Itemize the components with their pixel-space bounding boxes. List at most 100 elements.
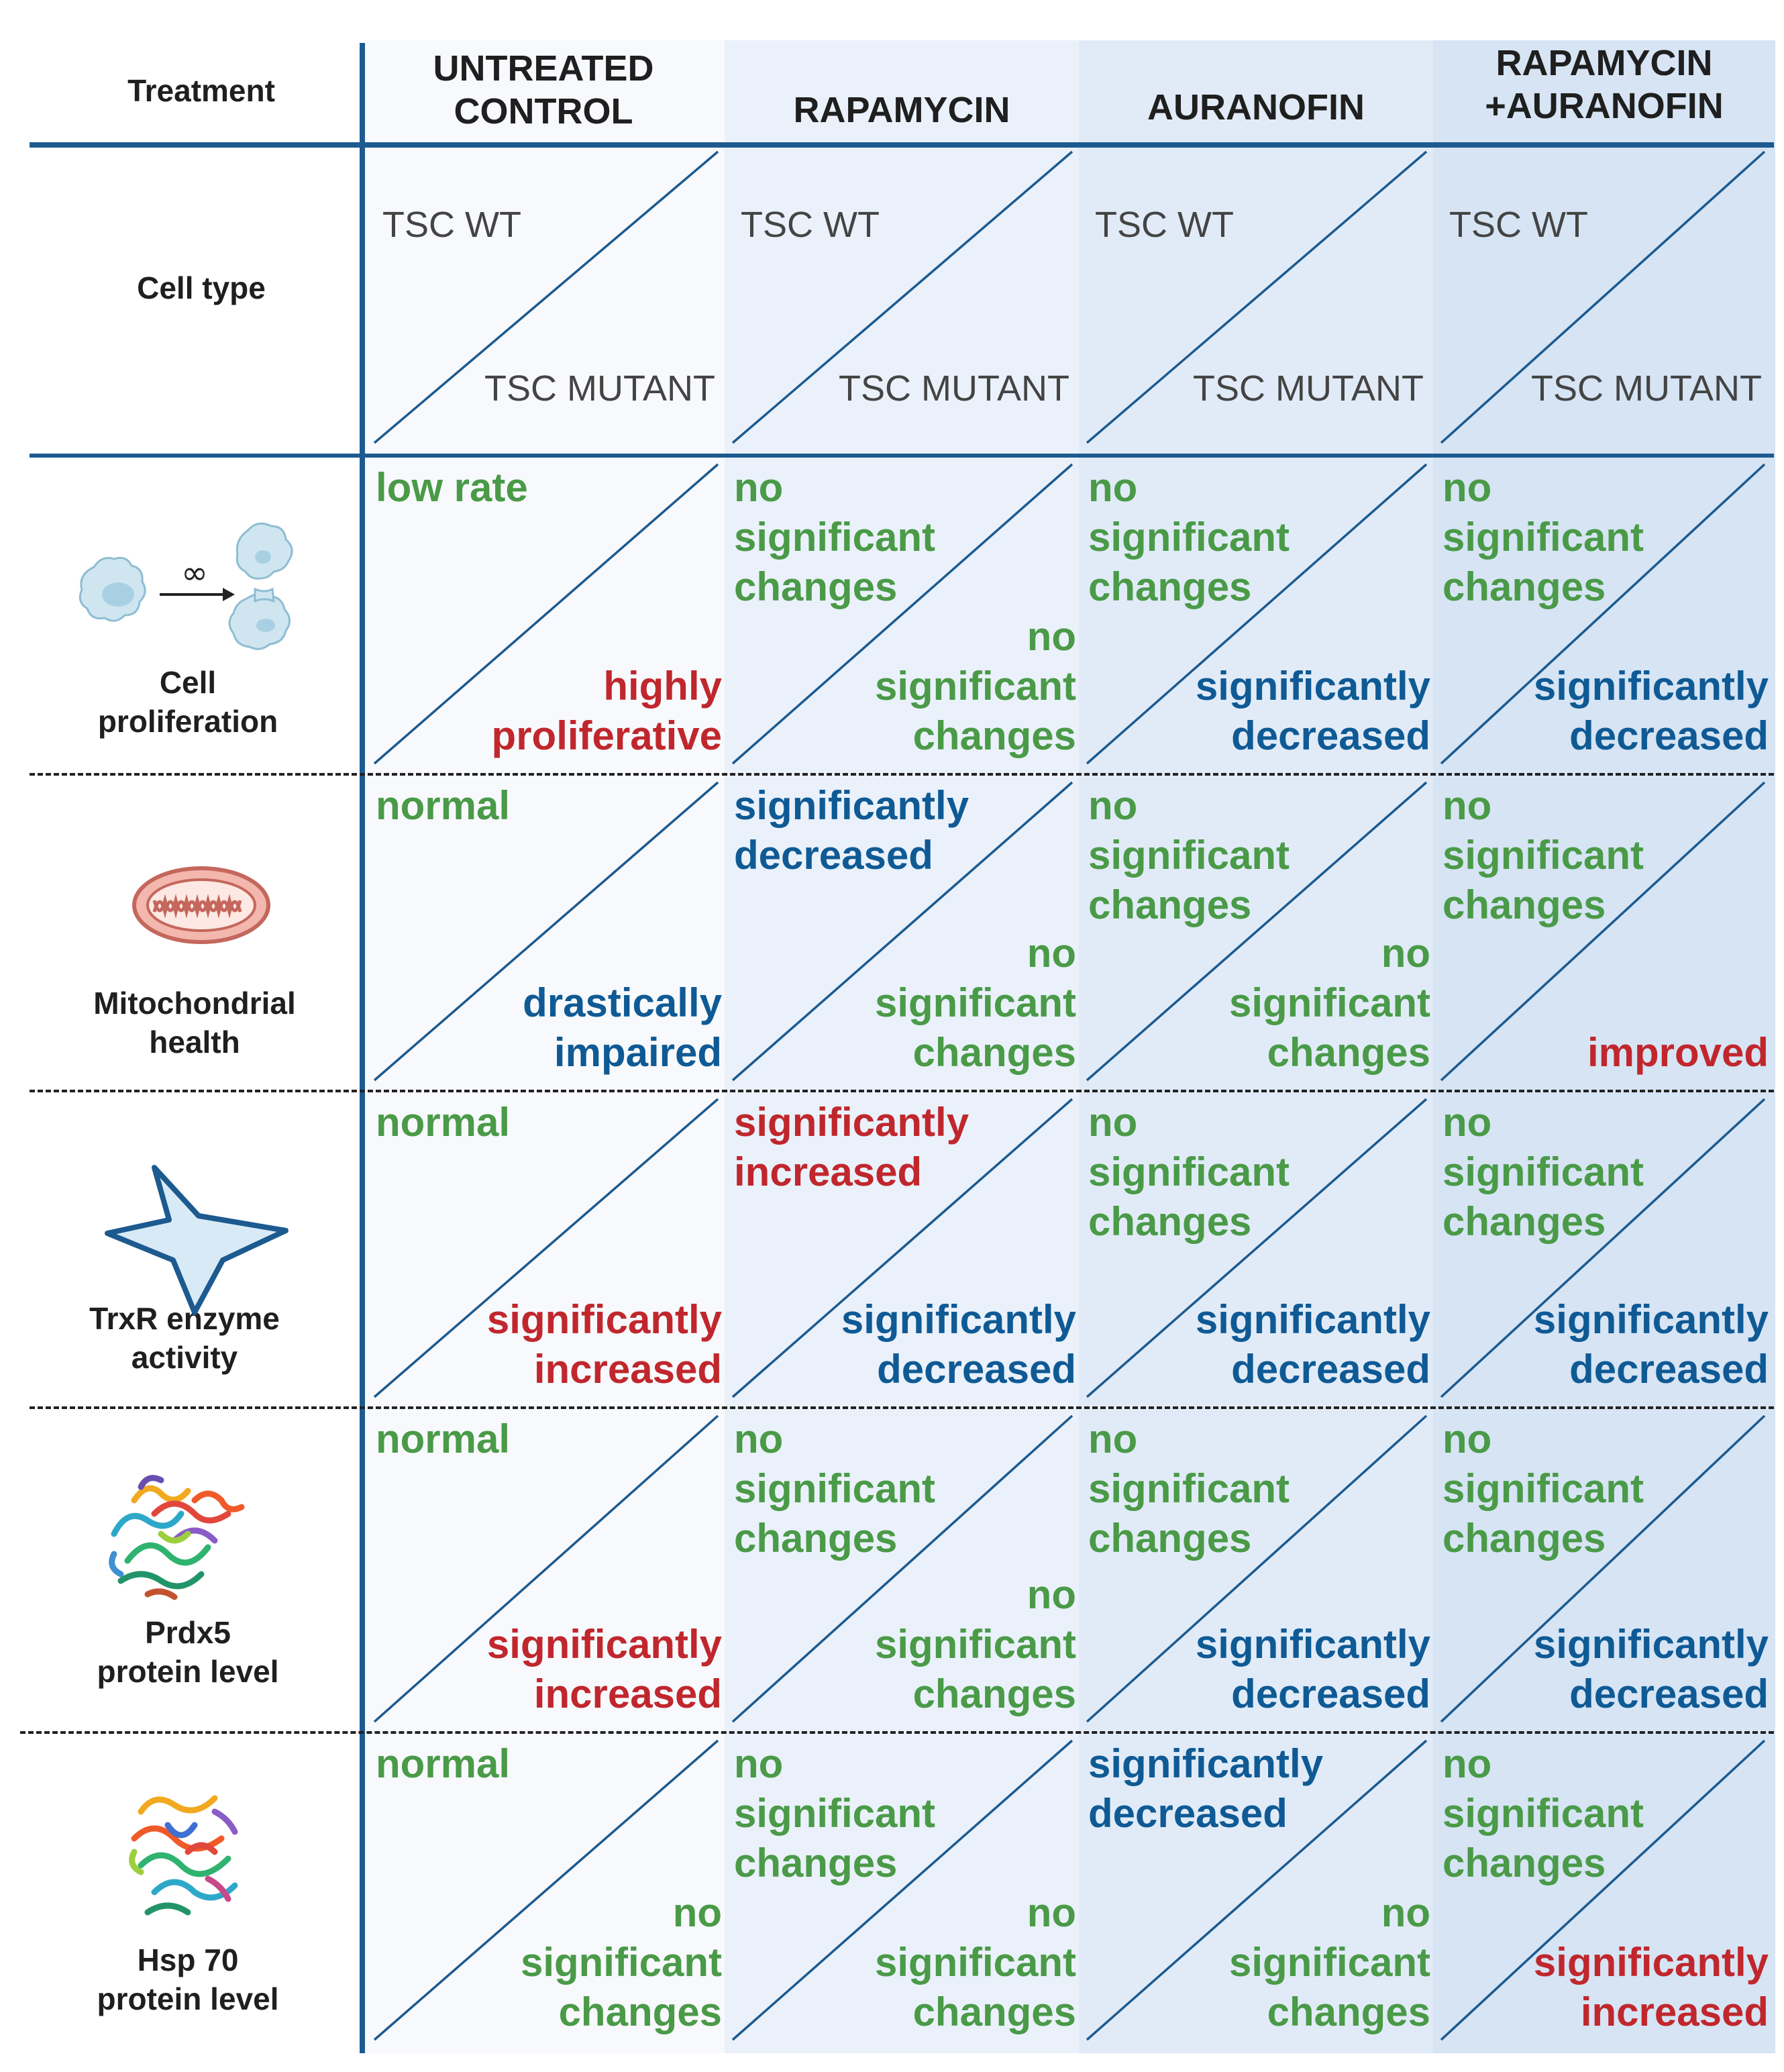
wt-result: normal <box>376 1741 511 1786</box>
cell-diagonal-r2-c2 <box>1086 1098 1428 1398</box>
wt-result: no significant changes <box>1442 1741 1644 1885</box>
column-background-combination <box>1433 40 1775 2053</box>
cell-type-mutant-label: TSC MUTANT <box>839 368 1069 409</box>
cell-diagonal-r1-c2 <box>1086 781 1428 1082</box>
mutant-result: significantly decreased <box>1195 1297 1430 1392</box>
mutant-result: improved <box>1587 1030 1769 1075</box>
cell-type-diagonal-0 <box>373 150 719 444</box>
cell-type-mutant-label: TSC MUTANT <box>484 368 715 409</box>
mutant-result: significantly increased <box>1533 1940 1769 2034</box>
wt-result: normal <box>376 1416 511 1461</box>
wt-result: no significant changes <box>1442 783 1644 927</box>
mitochondrion-icon <box>132 866 270 944</box>
cell-type-wt-label: TSC WT <box>1449 205 1588 245</box>
row-divider-3 <box>30 1406 1774 1409</box>
cell-diagonal-r1-c0 <box>373 781 719 1082</box>
wt-result: no significant changes <box>1088 1100 1290 1244</box>
mutant-result: significantly decreased <box>1533 1297 1769 1392</box>
cell-diagonal-r0-c2 <box>1086 463 1428 765</box>
star-icon <box>105 1165 288 1315</box>
column-background-untreated <box>362 40 725 2053</box>
wt-result: no significant changes <box>1088 1416 1290 1561</box>
column-header-combination: RAPAMYCIN +AURANOFIN <box>1485 43 1724 126</box>
wt-result: no significant changes <box>1442 1416 1644 1561</box>
mutant-result: significantly decreased <box>1533 664 1769 758</box>
cell-diagonal-r3-c2 <box>1086 1414 1428 1723</box>
cell-diagonal-r0-c3 <box>1440 463 1766 765</box>
dividing-cell-icon: ∞ <box>78 522 293 650</box>
wt-result: low rate <box>376 465 528 510</box>
wt-result: significantly decreased <box>734 783 969 878</box>
mutant-result: highly proliferative <box>491 664 722 758</box>
cell-type-wt-label: TSC WT <box>1095 205 1234 245</box>
column-header-auranofin: AURANOFIN <box>1147 87 1365 127</box>
mutant-result: no significant changes <box>874 614 1076 758</box>
cell-type-diagonal-3 <box>1440 150 1766 444</box>
row-divider-2 <box>30 1090 1774 1092</box>
wt-result: no significant changes <box>1088 783 1290 927</box>
mutant-result: significantly decreased <box>1195 664 1430 758</box>
wt-result: no significant changes <box>734 1741 936 1885</box>
cell-type-label: Cell type <box>137 270 266 305</box>
wt-result: normal <box>376 1100 511 1145</box>
row-label-cell-proliferation: Cell proliferation <box>97 665 278 739</box>
wt-result: no significant changes <box>1088 465 1290 609</box>
mutant-result: significantly decreased <box>1533 1622 1769 1716</box>
cell-diagonal-r0-c1 <box>731 463 1073 765</box>
row-label-trxr-activity: TrxR enzyme activity <box>89 1301 280 1375</box>
wt-result: normal <box>376 783 511 828</box>
mutant-result: significantly increased <box>486 1297 722 1392</box>
cell-diagonal-r3-c3 <box>1440 1414 1766 1723</box>
cell-type-diagonal-2 <box>1086 150 1428 444</box>
cell-diagonal-r4-c2 <box>1086 1739 1428 2041</box>
cell-diagonal-r1-c3 <box>1440 781 1766 1082</box>
mutant-result: no significant changes <box>520 1890 722 2034</box>
infinity-symbol: ∞ <box>181 554 208 592</box>
mutant-result: significantly decreased <box>841 1297 1076 1392</box>
row-label-hsp70: Hsp 70 protein level <box>97 1943 279 2016</box>
mutant-result: no significant changes <box>1228 931 1430 1075</box>
cell-diagonal-r4-c0 <box>373 1739 719 2041</box>
prdx5-protein-icon <box>109 1475 245 1600</box>
mutant-result: no significant changes <box>874 1572 1076 1716</box>
cell-diagonal-r2-c1 <box>731 1098 1073 1398</box>
cell-diagonal-r2-c3 <box>1440 1098 1766 1398</box>
wt-result: no significant changes <box>1442 1100 1644 1244</box>
wt-result: no significant changes <box>1442 465 1644 609</box>
mutant-result: no significant changes <box>874 931 1076 1075</box>
cell-type-diagonal-1 <box>731 150 1073 444</box>
cell-diagonal-r2-c0 <box>373 1098 719 1398</box>
wt-result: no significant changes <box>734 1416 936 1561</box>
mutant-result: no significant changes <box>1228 1890 1430 2034</box>
cell-type-wt-label: TSC WT <box>741 205 880 245</box>
cell-diagonal-r3-c0 <box>373 1414 719 1723</box>
hsp70-protein-icon <box>129 1795 238 1916</box>
cell-diagonal-r3-c1 <box>731 1414 1073 1723</box>
cell-type-mutant-label: TSC MUTANT <box>1531 368 1762 409</box>
column-header-untreated: UNTREATED CONTROL <box>433 48 654 132</box>
cell-diagonal-r4-c1 <box>731 1739 1073 2041</box>
row-label-prdx5: Prdx5 protein level <box>97 1615 279 1689</box>
wt-result: significantly decreased <box>1088 1741 1324 1836</box>
cell-diagonal-r0-c0 <box>373 463 719 765</box>
wt-result: no significant changes <box>734 465 936 609</box>
cell-type-divider-solid <box>30 454 1774 458</box>
mutant-result: drastically impaired <box>523 980 722 1075</box>
cell-type-mutant-label: TSC MUTANT <box>1193 368 1424 409</box>
cell-diagonal-r1-c1 <box>731 781 1073 1082</box>
row-divider-1 <box>30 773 1774 776</box>
row-divider-4 <box>20 1731 1774 1734</box>
header-divider <box>30 142 1774 148</box>
column-header-rapamycin: RAPAMYCIN <box>793 90 1010 130</box>
wt-result: significantly increased <box>734 1100 969 1194</box>
treatment-header: Treatment <box>127 73 275 108</box>
cell-type-wt-label: TSC WT <box>382 205 521 245</box>
cell-diagonal-r4-c3 <box>1440 1739 1766 2041</box>
row-label-mitochondrial-health: Mitochondrial health <box>93 986 296 1059</box>
mutant-result: significantly increased <box>486 1622 722 1716</box>
mutant-result: significantly decreased <box>1195 1622 1430 1716</box>
column-background-auranofin <box>1079 40 1433 2053</box>
vertical-divider <box>360 43 365 2053</box>
